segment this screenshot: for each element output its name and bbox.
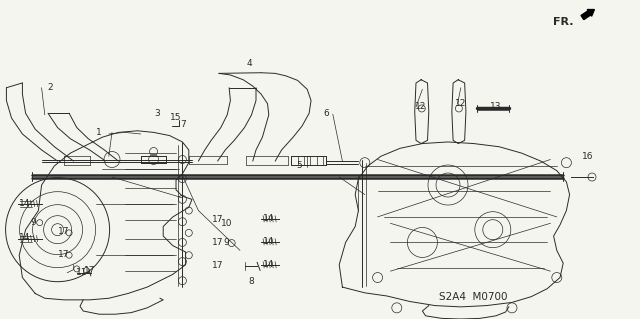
Text: 17: 17	[58, 250, 70, 259]
Text: 14: 14	[19, 199, 30, 208]
Text: 15: 15	[170, 113, 181, 122]
Text: 13: 13	[490, 102, 502, 111]
Text: 2: 2	[47, 83, 52, 92]
Text: FR.: FR.	[553, 17, 573, 27]
Text: 8: 8	[249, 277, 254, 286]
Text: 14: 14	[263, 237, 275, 246]
Text: 11: 11	[76, 268, 87, 277]
Text: 17: 17	[212, 261, 223, 270]
Text: 5: 5	[297, 161, 302, 170]
Text: 17: 17	[84, 266, 95, 275]
Text: 12: 12	[455, 99, 467, 108]
Text: 9: 9	[31, 218, 36, 227]
Text: 14: 14	[263, 214, 275, 223]
Text: 10: 10	[221, 219, 232, 228]
FancyArrow shape	[581, 10, 595, 20]
Text: 7: 7	[180, 120, 186, 129]
Text: 14: 14	[19, 233, 30, 242]
Text: 6: 6	[324, 109, 329, 118]
Text: 16: 16	[582, 152, 593, 161]
Text: 4: 4	[247, 59, 252, 68]
Text: 9: 9	[224, 238, 229, 247]
Text: 14: 14	[263, 260, 275, 269]
Text: 17: 17	[58, 227, 70, 236]
Text: S2A4  M0700: S2A4 M0700	[439, 292, 508, 302]
Text: 3: 3	[154, 109, 159, 118]
Text: 17: 17	[212, 238, 223, 247]
Text: 12: 12	[415, 102, 427, 111]
Text: 1: 1	[97, 128, 102, 137]
Text: 17: 17	[212, 215, 223, 224]
